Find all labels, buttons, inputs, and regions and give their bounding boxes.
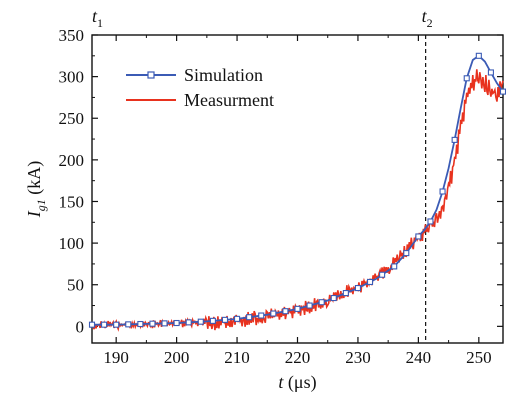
y-tick-label: 250 — [59, 109, 85, 128]
simulation-point — [342, 290, 349, 297]
y-tick-label: 350 — [59, 26, 85, 45]
marker-label-sub: 1 — [97, 16, 103, 30]
y-tick-label: 300 — [59, 68, 85, 87]
x-tick-label: 190 — [103, 348, 129, 367]
x-axis-label: t (μs) — [278, 372, 316, 393]
simulation-point — [101, 321, 108, 328]
simulation-point — [463, 75, 470, 82]
marker-label-sub: 2 — [427, 16, 433, 30]
simulation-point — [185, 319, 192, 326]
legend-label-simulation: Simulation — [184, 65, 263, 85]
simulation-point — [487, 69, 494, 76]
legend-marker-square — [147, 71, 155, 79]
simulation-point — [197, 318, 204, 325]
simulation-point — [354, 285, 361, 292]
series-line-measurment — [91, 69, 504, 332]
y-tick-label: 50 — [67, 276, 84, 295]
y-tick-label: 150 — [59, 192, 85, 211]
y-axis-label-subscript: g1 — [34, 199, 48, 211]
marker-label-t2: t2 — [422, 6, 433, 30]
simulation-point — [125, 321, 132, 328]
marker-label-t1: t1 — [92, 6, 103, 30]
simulation-point — [499, 88, 506, 95]
simulation-point — [270, 310, 277, 317]
annotations: t1 t2 — [92, 6, 433, 343]
series-layer — [88, 52, 506, 332]
y-axis-label: Ig1 (kA) — [24, 161, 48, 219]
simulation-point — [306, 302, 313, 309]
x-axis-label-unit: (μs) — [283, 372, 316, 393]
simulation-point — [330, 294, 337, 302]
simulation-point — [173, 319, 180, 327]
simulation-point — [282, 308, 289, 315]
simulation-point — [209, 317, 216, 324]
simulation-point — [246, 314, 253, 321]
x-tick-label: 210 — [224, 348, 250, 367]
simulation-point — [391, 263, 398, 270]
simulation-point — [258, 312, 265, 319]
legend-label-measurment: Measurment — [184, 90, 274, 110]
x-tick-label: 250 — [466, 348, 492, 367]
simulation-point — [427, 218, 434, 225]
simulation-point — [318, 299, 325, 306]
y-tick-label: 0 — [76, 317, 85, 336]
simulation-point — [294, 305, 301, 312]
marker-label-main: t — [92, 6, 98, 26]
x-axis-label-symbol: t — [278, 372, 284, 392]
marker-label-main: t — [422, 6, 428, 26]
simulation-point — [234, 315, 241, 322]
simulation-point — [403, 250, 410, 257]
axis-ticks: 190 200 210 220 230 240 250 0 50 100 150 200 250 300 3… — [59, 26, 503, 367]
y-axis-label-symbol: I — [24, 210, 44, 218]
simulation-point — [113, 321, 120, 328]
simulation-point — [88, 321, 96, 328]
y-tick-label: 200 — [59, 151, 85, 170]
simulation-point — [161, 320, 168, 327]
simulation-point — [439, 188, 446, 195]
simulation-point — [415, 233, 422, 240]
axis-labels: t (μs) Ig1 (kA) — [24, 161, 317, 393]
simulation-point — [221, 316, 229, 323]
simulation-point — [475, 52, 482, 59]
x-tick-label: 220 — [285, 348, 311, 367]
y-tick-label: 100 — [59, 234, 85, 253]
x-tick-label: 230 — [345, 348, 371, 367]
y-axis-label-unit: (kA) — [24, 161, 45, 200]
x-tick-label: 240 — [406, 348, 432, 367]
x-tick-label: 200 — [164, 348, 190, 367]
simulation-point — [379, 271, 386, 278]
simulation-point — [366, 278, 374, 286]
simulation-point — [451, 136, 458, 143]
simulation-point — [137, 320, 144, 328]
simulation-point — [149, 320, 156, 327]
legend: Simulation Measurment — [126, 65, 274, 110]
